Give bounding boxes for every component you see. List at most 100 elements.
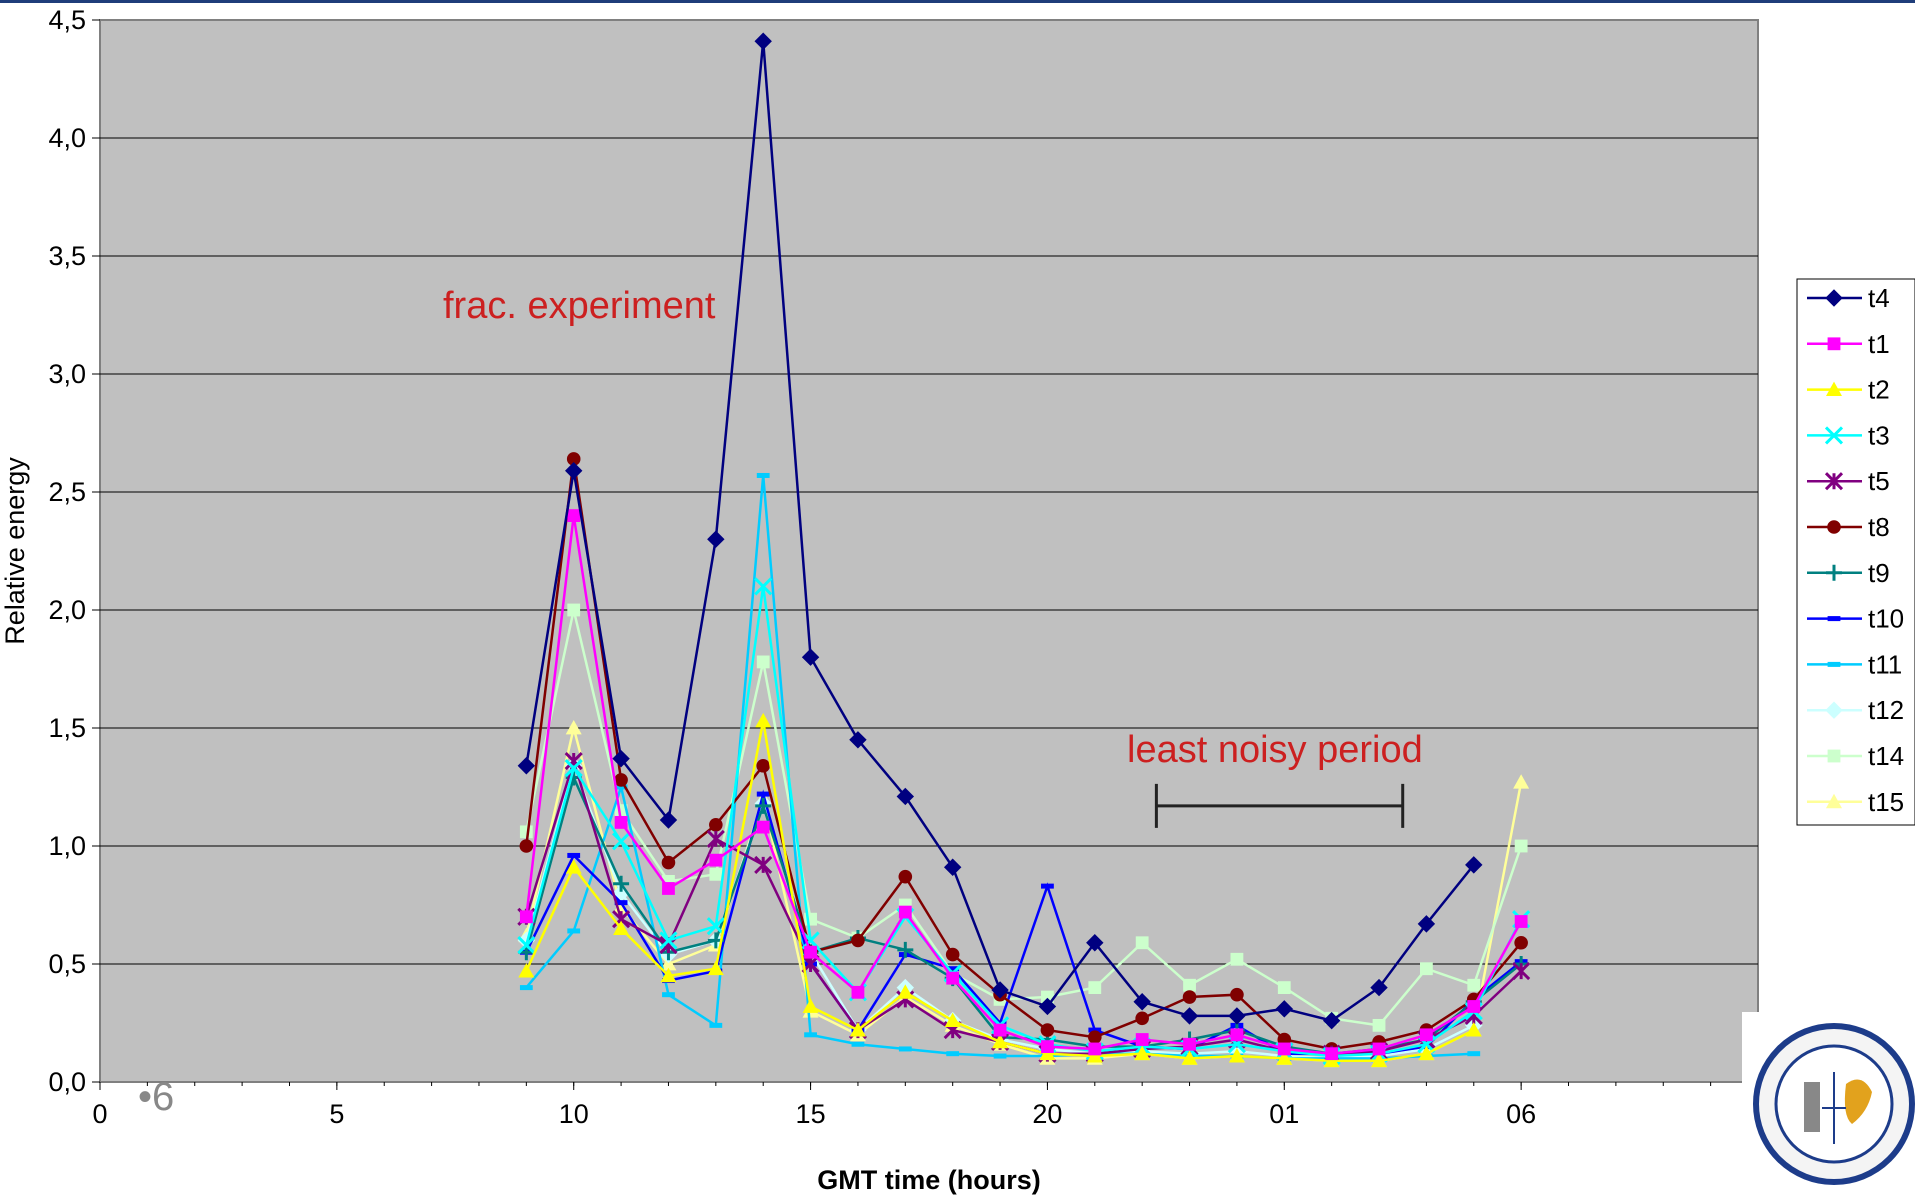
data-point — [567, 509, 581, 522]
least-noisy-bracket — [1154, 783, 1405, 828]
data-point — [659, 931, 678, 950]
data-point — [1371, 1052, 1388, 1068]
data-point — [897, 941, 914, 958]
legend-item-t8: t8 — [1807, 512, 1890, 542]
series-line — [525, 458, 1523, 1051]
legend-box — [1796, 278, 1915, 826]
data-point — [992, 1033, 1009, 1049]
data-point — [1826, 793, 1842, 809]
data-point — [1182, 990, 1197, 1004]
legend-item-t12: t12 — [1807, 695, 1904, 725]
data-point — [1322, 1011, 1341, 1030]
data-point — [1088, 981, 1102, 994]
data-point — [993, 1020, 1007, 1026]
y-tick-label: 4,0 — [48, 123, 86, 153]
data-point — [1088, 1027, 1102, 1033]
legend-label: t10 — [1868, 604, 1904, 634]
data-point — [517, 757, 536, 775]
data-point — [1827, 749, 1841, 763]
data-point — [851, 985, 865, 999]
x-tick-labels: 0 5 10 15 20 01 06 — [92, 1099, 1536, 1129]
series-lines — [517, 32, 1531, 1068]
y-tick-label: 3,0 — [48, 359, 86, 389]
data-point — [1420, 1028, 1433, 1042]
x-tick-label: 15 — [796, 1099, 826, 1129]
data-point — [1228, 1048, 1245, 1063]
data-point — [1183, 978, 1196, 992]
data-point — [849, 731, 867, 749]
data-point — [1465, 1022, 1482, 1037]
data-point — [804, 945, 817, 959]
data-point — [614, 900, 628, 906]
series-t2 — [518, 712, 1482, 1068]
data-point — [754, 32, 772, 50]
data-point — [1420, 962, 1433, 976]
data-point — [519, 839, 534, 853]
data-point — [661, 855, 676, 870]
data-point — [1827, 661, 1841, 667]
data-point — [1825, 289, 1843, 307]
data-point — [565, 859, 582, 874]
data-point — [755, 797, 772, 814]
x-tick-label: 06 — [1506, 1099, 1536, 1129]
series-t1 — [519, 509, 1528, 1061]
data-point — [1181, 1050, 1198, 1065]
data-point — [662, 992, 675, 998]
data-point — [706, 829, 725, 848]
data-point — [756, 655, 770, 669]
data-point — [1086, 934, 1104, 952]
data-point — [518, 963, 535, 978]
y-tick-label: 0,0 — [48, 1067, 86, 1097]
y-tick-label: 1,0 — [48, 831, 86, 861]
series-t4 — [517, 32, 1483, 1030]
data-point — [1514, 915, 1528, 928]
data-point — [1135, 936, 1149, 950]
data-point — [897, 984, 914, 999]
legend-label: t1 — [1868, 329, 1890, 359]
data-point — [517, 936, 536, 955]
data-point — [1467, 1000, 1481, 1013]
annotation-frac-experiment: frac. experiment — [443, 285, 716, 327]
data-point — [754, 577, 773, 596]
data-point — [1275, 1000, 1293, 1018]
data-point — [896, 787, 915, 806]
data-point — [1135, 1011, 1149, 1026]
data-point — [946, 971, 960, 985]
legend-item-t14: t14 — [1807, 741, 1904, 771]
data-point — [709, 1022, 723, 1028]
legend-label: t4 — [1868, 283, 1890, 313]
x-tick-label: 01 — [1269, 1099, 1299, 1129]
data-point — [1370, 978, 1388, 997]
legend-label: t9 — [1868, 558, 1890, 588]
data-point — [755, 712, 772, 728]
data-point — [614, 784, 628, 790]
x-tick-label: 0 — [92, 1099, 107, 1129]
data-point — [564, 759, 583, 778]
y-tick-label: 1,5 — [48, 713, 86, 743]
data-point — [1826, 381, 1842, 396]
data-point — [1467, 1051, 1481, 1057]
data-point — [1827, 520, 1841, 534]
data-point — [1827, 337, 1841, 351]
data-point — [851, 1041, 865, 1047]
legend-item-t2: t2 — [1807, 375, 1890, 405]
data-point — [1230, 1028, 1244, 1042]
data-point — [613, 875, 630, 892]
data-point — [1133, 993, 1151, 1011]
data-point — [1824, 426, 1844, 445]
data-point — [943, 858, 962, 876]
data-point — [1040, 1023, 1055, 1037]
plot-area — [99, 19, 1759, 1083]
legend-label: t15 — [1868, 787, 1904, 817]
institute-logo — [1742, 1012, 1915, 1196]
series-line — [525, 586, 1523, 1058]
data-point — [993, 1023, 1007, 1037]
data-point — [944, 1012, 961, 1028]
data-point — [519, 985, 533, 991]
data-point — [567, 852, 581, 858]
data-point — [1277, 1042, 1291, 1056]
y-tick-label: 2,0 — [48, 595, 86, 625]
y-tick-label: 2,5 — [48, 477, 86, 507]
legend-label: t11 — [1868, 649, 1902, 679]
annotation-least-noisy: least noisy period — [1127, 729, 1423, 771]
